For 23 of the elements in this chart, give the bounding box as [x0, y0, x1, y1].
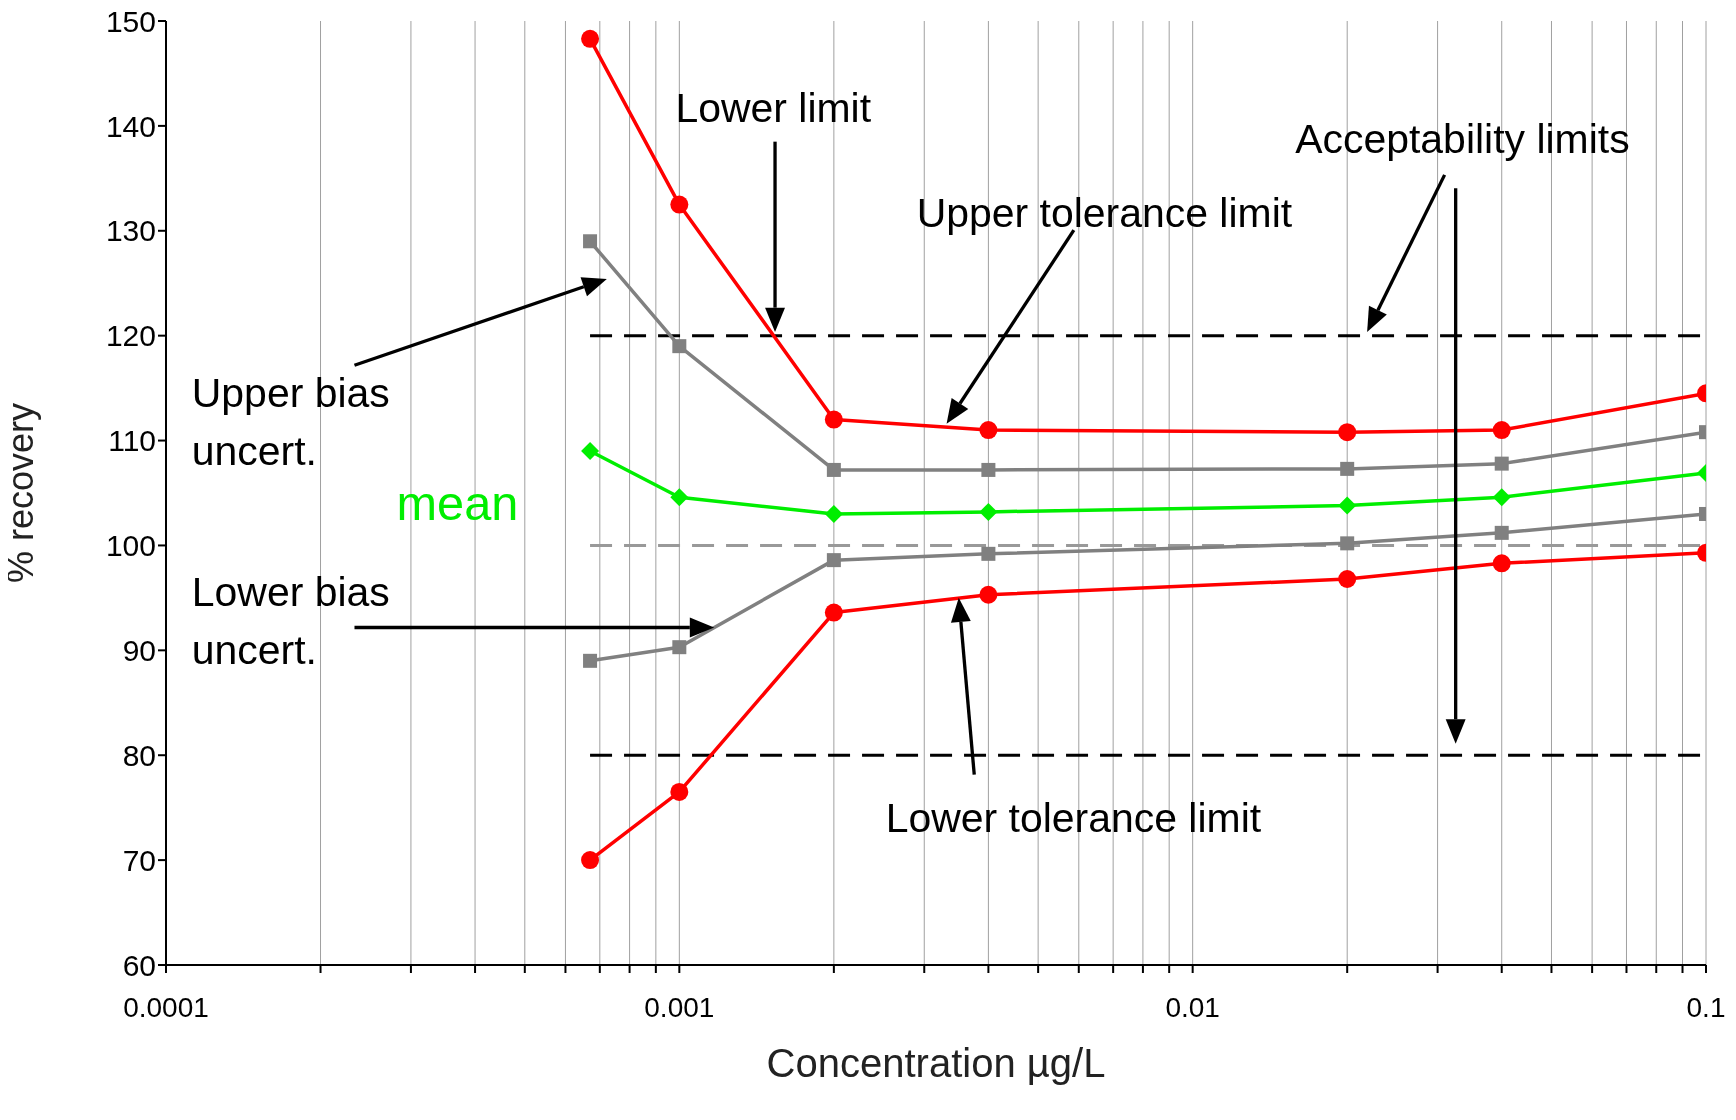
annotation: Upper tolerance limit — [916, 189, 1293, 236]
y-tick-label: 60 — [122, 948, 156, 982]
y-tick-label: 80 — [122, 738, 156, 772]
annotation: Upper bias uncert. — [191, 370, 390, 474]
x-axis-title: Concentration µg/L — [766, 1041, 1106, 1085]
annotation: Acceptability limits — [1295, 115, 1630, 162]
x-tick-label: 0.1 — [1686, 991, 1726, 1023]
y-tick-label: 70 — [122, 843, 156, 877]
y-tick-label: 110 — [108, 424, 156, 458]
x-tick-label: 0.0001 — [123, 991, 209, 1023]
y-axis-title: % recovery — [0, 402, 41, 584]
x-tick-label: 0.001 — [644, 991, 715, 1023]
y-tick-label: 140 — [105, 109, 156, 143]
y-tick-label: 100 — [105, 529, 156, 563]
x-tick-label: 0.01 — [1165, 991, 1220, 1023]
y-tick-label: 130 — [105, 214, 156, 248]
y-tick-label: 150 — [105, 4, 156, 38]
y-tick-label: 90 — [122, 633, 156, 667]
annotation: Lower tolerance limit — [885, 795, 1262, 842]
annotation: Lower limit — [675, 84, 872, 131]
annotation: mean — [396, 476, 519, 531]
y-tick-label: 120 — [105, 319, 156, 353]
annotation: Lower bias uncert. — [191, 569, 390, 674]
